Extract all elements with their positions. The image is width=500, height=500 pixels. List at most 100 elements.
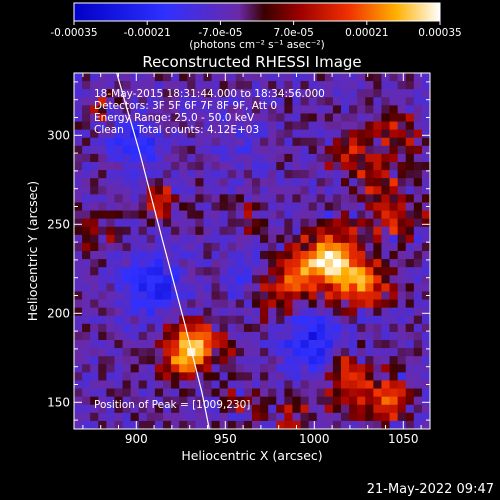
heatmap-cell [146, 81, 156, 90]
heatmap-cell [421, 267, 430, 276]
heatmap-cell [74, 356, 83, 365]
heatmap-cell [179, 396, 188, 406]
heatmap-cell [171, 420, 180, 429]
heatmap-cell [227, 380, 237, 390]
heatmap-cell [373, 404, 383, 414]
heatmap-cell [421, 178, 430, 187]
heatmap-cell [171, 331, 180, 341]
heatmap-cell [316, 81, 326, 90]
heatmap-cell [82, 251, 91, 260]
heatmap-cell [179, 259, 188, 268]
heatmap-cell [292, 218, 302, 228]
heatmap-cell [292, 170, 302, 179]
heatmap-cell [187, 97, 196, 106]
heatmap-cell [90, 97, 99, 106]
heatmap-cell [74, 251, 83, 260]
heatmap-cell [373, 186, 383, 195]
heatmap-cell [316, 97, 326, 106]
heatmap-cell [308, 356, 318, 365]
heatmap-cell [413, 89, 423, 98]
heatmap-cell [413, 404, 423, 414]
heatmap-cell [171, 153, 180, 163]
heatmap-cell [227, 89, 237, 98]
heatmap-cell [276, 226, 285, 236]
heatmap-cell [82, 113, 91, 123]
heatmap-cell [163, 210, 172, 220]
heatmap-cell [179, 299, 188, 309]
heatmap-cell [413, 291, 423, 301]
heatmap-cell [146, 323, 156, 333]
heatmap-cell [90, 210, 99, 220]
heatmap-cell [324, 323, 334, 333]
heatmap-cell [260, 202, 269, 212]
heatmap-cell [413, 178, 423, 187]
heatmap-cell [324, 364, 334, 373]
heatmap-cell [284, 372, 294, 382]
heatmap-cell [268, 178, 277, 187]
heatmap-cell [219, 121, 229, 131]
x-axis-label: Heliocentric X (arcsec) [181, 448, 322, 463]
heatmap-cell [219, 97, 229, 106]
heatmap-cell [227, 129, 237, 139]
heatmap-cell [114, 137, 124, 147]
heatmap-cell [146, 242, 156, 252]
heatmap-cell [405, 73, 415, 82]
heatmap-cell [219, 372, 229, 382]
heatmap-cell [292, 81, 302, 90]
heatmap-cell [389, 364, 399, 373]
heatmap-cell [171, 186, 180, 195]
heatmap-cell [82, 89, 91, 98]
heatmap-cell [106, 210, 116, 220]
heatmap-cell [381, 105, 391, 115]
heatmap-cell [98, 113, 107, 123]
heatmap-cell [324, 73, 334, 82]
heatmap-cell [219, 194, 229, 204]
heatmap-cell [268, 145, 277, 155]
heatmap-cell [114, 388, 124, 398]
heatmap-cell [219, 275, 229, 284]
heatmap-cell [235, 307, 245, 317]
heatmap-cell [130, 291, 140, 301]
colorbar-tick-label: 7.0e-05 [273, 27, 313, 39]
heatmap-cell [413, 145, 423, 155]
heatmap-cell [252, 113, 261, 123]
heatmap-cell [171, 372, 180, 382]
heatmap-cell [316, 267, 326, 276]
heatmap-cell [341, 331, 350, 341]
heatmap-cell [154, 81, 164, 90]
heatmap-cell [114, 242, 124, 252]
heatmap-cell [292, 307, 302, 317]
heatmap-cell [292, 267, 302, 276]
heatmap-cell [227, 97, 237, 106]
heatmap-cell [138, 323, 148, 333]
heatmap-cell [332, 105, 342, 115]
heatmap-cell [421, 259, 430, 268]
heatmap-cell [187, 283, 196, 293]
heatmap-cell [349, 113, 358, 123]
heatmap-cell [235, 291, 245, 301]
heatmap-cell [324, 226, 334, 236]
heatmap-cell [276, 412, 285, 422]
heatmap-cell [268, 153, 277, 163]
heatmap-cell [292, 121, 302, 131]
heatmap-cell [349, 202, 358, 212]
heatmap-cell [187, 113, 196, 123]
heatmap-cell [243, 89, 253, 98]
heatmap-cell [373, 137, 383, 147]
heatmap-cell [316, 340, 326, 349]
heatmap-cell [227, 356, 237, 365]
heatmap-cell [341, 153, 350, 163]
heatmap-cell [90, 388, 99, 398]
heatmap-cell [292, 113, 302, 123]
heatmap-cell [252, 234, 261, 244]
heatmap-cell [405, 162, 415, 171]
heatmap-cell [187, 73, 196, 82]
heatmap-cell [219, 178, 229, 187]
heatmap-cell [389, 210, 399, 220]
heatmap-cell [171, 97, 180, 106]
heatmap-cell [381, 283, 391, 293]
heatmap-cell [276, 251, 285, 260]
heatmap-cell [276, 331, 285, 341]
heatmap-cell [341, 121, 350, 131]
heatmap-cell [106, 267, 116, 276]
